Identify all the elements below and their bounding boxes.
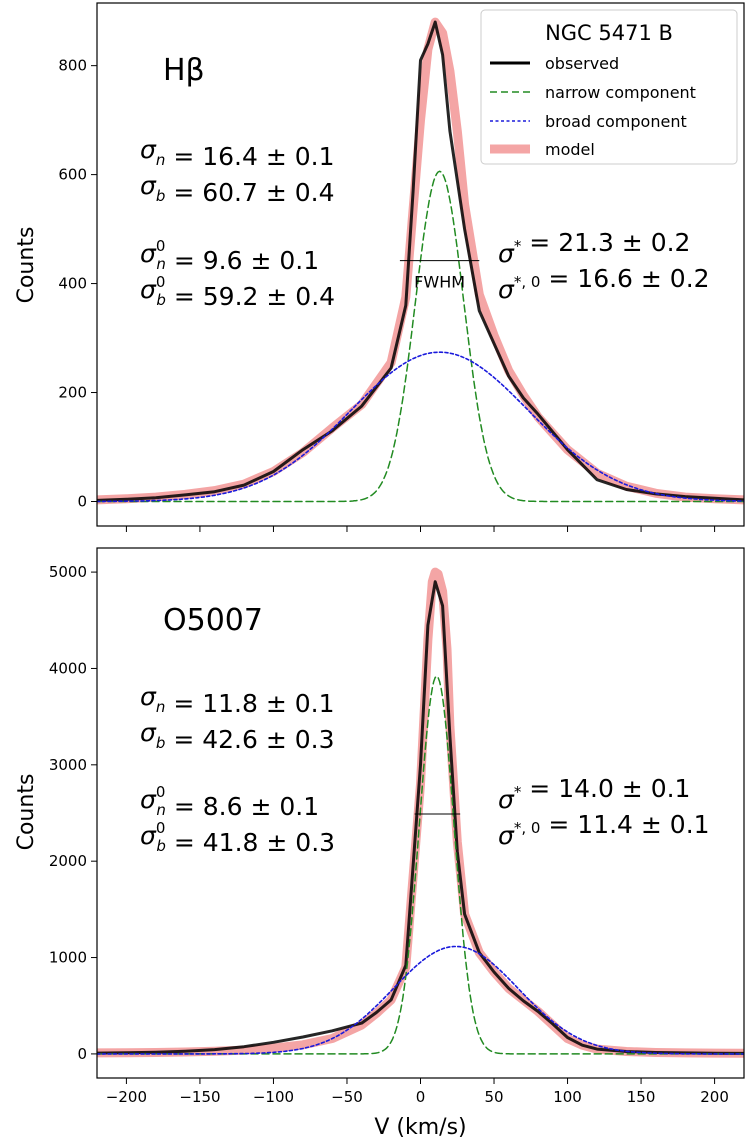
x-tick-label: −50 <box>331 1088 363 1106</box>
y-tick-label: 400 <box>58 275 87 293</box>
sigma-annotation: σn = 11.8 ± 0.1 <box>140 682 334 718</box>
sigma-annotation: σ0 n = 8.6 ± 0.1 <box>140 783 319 821</box>
series-broad-component-line <box>97 351 744 503</box>
sigma-annotation: σ* = 14.0 ± 0.1 <box>498 774 690 814</box>
panel-hbeta: FWHM 0 200 400 600 800 Counts Hβ σn = 16.4 ± 0.1… <box>14 2 745 532</box>
legend-label-broad-component: broad component <box>545 112 687 131</box>
x-tick-label: 50 <box>484 1088 503 1106</box>
x-tick-label: 0 <box>416 1088 426 1106</box>
series-broad-component-line <box>97 945 744 1055</box>
sigma-annotation: σb = 60.7 ± 0.4 <box>140 171 335 207</box>
series-observed-line <box>97 580 744 1055</box>
fwhm-label: FWHM <box>414 273 465 292</box>
x-tick-label: −200 <box>106 1088 147 1106</box>
panel-title: Hβ <box>163 53 205 88</box>
sigma-annotation: σ0 b = 41.8 ± 0.3 <box>140 819 335 857</box>
y-tick-label: 5000 <box>49 563 87 581</box>
legend-box <box>480 9 738 165</box>
legend-label-narrow-component: narrow component <box>545 83 696 102</box>
x-tick-label: −150 <box>179 1088 220 1106</box>
legend-title: NGC 5471 B <box>545 21 673 45</box>
sigma-annotation: σn = 16.4 ± 0.1 <box>140 135 334 171</box>
y-axis-label: Counts <box>14 227 39 304</box>
y-tick-label: 800 <box>58 57 87 75</box>
legend-label-observed: observed <box>545 54 619 73</box>
y-axis-label: Counts <box>14 774 39 851</box>
y-tick-label: 600 <box>58 166 87 184</box>
sigma-annotation: σ* = 21.3 ± 0.2 <box>498 228 690 268</box>
y-tick-label: 2000 <box>49 852 87 870</box>
sigma-annotation: σ*, 0 = 11.4 ± 0.1 <box>498 810 710 850</box>
x-tick-label: 200 <box>700 1088 729 1106</box>
x-tick-label: −100 <box>253 1088 294 1106</box>
x-tick-label: 150 <box>627 1088 656 1106</box>
sigma-annotation: σ0 b = 59.2 ± 0.4 <box>140 273 335 311</box>
y-tick-label: 1000 <box>49 949 87 967</box>
legend: NGC 5471 B observed narrow component broad … <box>480 9 738 165</box>
series-narrow-component-line <box>97 675 744 1055</box>
y-tick-label: 4000 <box>49 659 87 677</box>
y-tick-label: 0 <box>77 1045 87 1063</box>
sigma-annotation: σ*, 0 = 16.6 ± 0.2 <box>498 264 710 304</box>
plot-area <box>97 567 744 1058</box>
y-tick-label: 200 <box>58 384 87 402</box>
sigma-annotation: σb = 42.6 ± 0.3 <box>140 718 335 754</box>
legend-label-model: model <box>545 140 595 159</box>
x-tick-label: 100 <box>553 1088 582 1106</box>
series-observed-line <box>97 20 744 502</box>
y-tick-label: 3000 <box>49 756 87 774</box>
panel-title: O5007 <box>163 603 263 638</box>
panel-o5007: −200 −150 −100 −50 0 50 100 150 2000100020003000… <box>14 547 745 1140</box>
x-axis-label: V (km/s) <box>374 1115 466 1140</box>
y-tick-label: 0 <box>77 492 87 510</box>
sigma-annotation: σ0 n = 9.6 ± 0.1 <box>140 237 319 275</box>
